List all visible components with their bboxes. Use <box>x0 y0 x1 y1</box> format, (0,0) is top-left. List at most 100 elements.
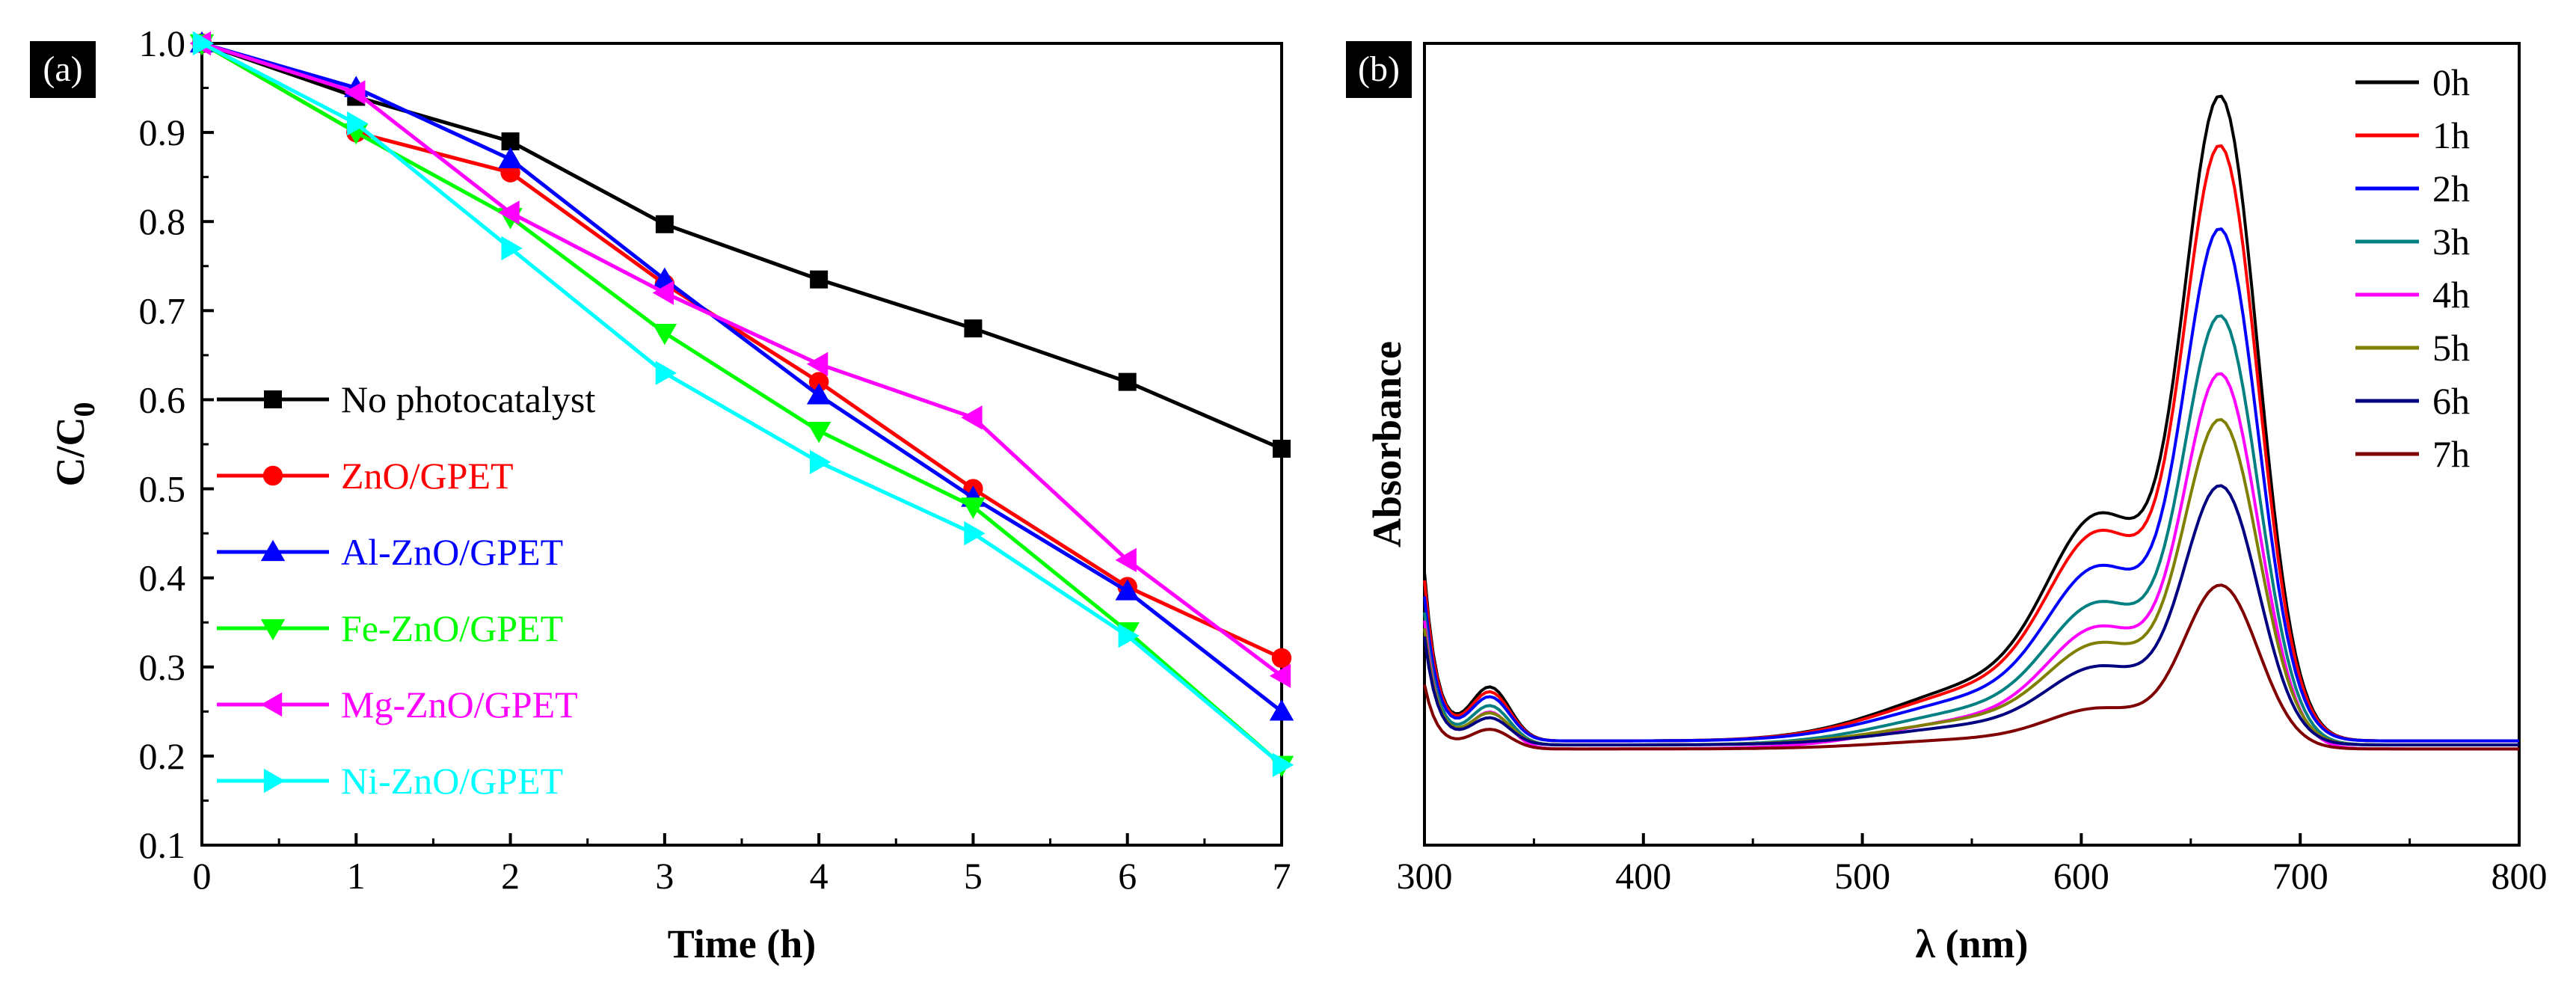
y-axis-title-subscript: 0 <box>67 402 101 417</box>
legend-label: ZnO/GPET <box>341 455 514 497</box>
legend-entry: 1h <box>2355 114 2470 156</box>
panel-b-plot-frame <box>1423 42 2521 847</box>
x-tick-label: 800 <box>2492 855 2548 897</box>
data-point <box>652 280 674 305</box>
legend-entry: 2h <box>2355 168 2470 209</box>
legend-label: 6h <box>2432 380 2470 422</box>
data-point <box>964 521 986 546</box>
x-tick-label: 300 <box>1397 855 1453 897</box>
panel-b-x-axis-title: λ (nm) <box>1915 921 2028 966</box>
series-no-photocatalyst <box>193 34 1291 458</box>
y-tick-label: 0.2 <box>139 735 186 777</box>
legend-label: Al-ZnO/GPET <box>341 531 563 573</box>
legend-label: 4h <box>2432 274 2470 316</box>
legend-entry: Fe-ZnO/GPET <box>217 607 563 649</box>
x-tick-label: 3 <box>655 855 674 897</box>
legend-entry: 3h <box>2355 221 2470 263</box>
panel-b-series <box>1423 94 2519 751</box>
data-point <box>498 147 523 168</box>
x-tick-label: 500 <box>1834 855 1890 897</box>
spectrum-1h <box>1423 144 2519 743</box>
spectrum-7h <box>1423 583 2519 751</box>
y-tick-label: 0.5 <box>139 468 186 510</box>
legend-entry: 5h <box>2355 327 2470 369</box>
x-tick-label: 2 <box>501 855 520 897</box>
legend-label: 0h <box>2432 61 2470 103</box>
legend-label: 2h <box>2432 168 2470 209</box>
y-tick-label: 0.3 <box>139 646 186 688</box>
legend-label: 7h <box>2432 433 2470 475</box>
data-point <box>806 383 831 405</box>
data-point <box>192 31 215 56</box>
data-point <box>652 323 677 346</box>
series-line <box>201 41 1283 714</box>
data-point <box>1272 752 1294 777</box>
data-point <box>806 352 829 376</box>
legend-label: 3h <box>2432 221 2470 263</box>
legend-label: No photocatalyst <box>341 378 595 420</box>
legend-entry: 0h <box>2355 61 2470 103</box>
legend-entry: Al-ZnO/GPET <box>217 531 563 573</box>
legend-marker <box>263 768 286 794</box>
panel-a-x-axis-title: Time (h) <box>668 921 817 966</box>
x-tick-label: 700 <box>2272 855 2328 897</box>
legend-marker <box>264 390 282 408</box>
panel-a-tag: (a) <box>43 49 82 89</box>
spectrum-3h <box>1423 314 2519 746</box>
legend-marker <box>260 619 286 641</box>
data-point <box>1118 623 1140 648</box>
data-point <box>1271 648 1292 669</box>
data-point <box>810 270 829 289</box>
data-point <box>655 360 677 385</box>
spectrum-2h <box>1423 227 2519 743</box>
data-point <box>1269 663 1291 688</box>
y-tick-label: 0.7 <box>139 289 186 331</box>
data-point <box>655 215 674 233</box>
data-point <box>961 497 986 519</box>
panel-a-legend: No photocatalyst ZnO/GPET Al-ZnO/GPET Fe-Zn… <box>217 378 595 802</box>
panel-a-y-ticks: 0.1 0.2 0.3 0.4 0.5 0.6 0.7 0.8 0.9 1.0 <box>139 22 214 866</box>
panel-b-tag-box <box>1346 41 1412 98</box>
x-tick-label: 6 <box>1118 855 1137 897</box>
data-point <box>1115 579 1140 601</box>
legend-entry: 6h <box>2355 380 2470 422</box>
data-point <box>964 319 983 338</box>
panel-a-tag-box <box>30 41 96 98</box>
legend-label: Fe-ZnO/GPET <box>341 607 563 649</box>
legend-marker <box>260 692 283 717</box>
data-point <box>1118 372 1137 391</box>
legend-label: 5h <box>2432 327 2470 369</box>
data-point <box>961 405 983 430</box>
y-tick-label: 0.4 <box>139 557 186 599</box>
legend-label: 1h <box>2432 114 2470 156</box>
panel-a-y-axis-title: C/C0 <box>48 402 101 487</box>
series-ni-zno-gpet <box>192 31 1294 777</box>
data-point <box>347 111 369 136</box>
legend-entry: ZnO/GPET <box>217 455 514 497</box>
series-line <box>200 41 1283 767</box>
legend-marker <box>260 539 286 562</box>
series-line <box>200 41 1283 660</box>
spectrum-5h <box>1423 418 2519 746</box>
data-point <box>808 372 829 392</box>
y-tick-label: 1.0 <box>139 22 186 64</box>
series-line <box>201 41 1283 678</box>
legend-entry: 7h <box>2355 433 2470 475</box>
series-line <box>201 41 1282 451</box>
data-point <box>1269 699 1294 721</box>
data-point <box>1273 439 1291 458</box>
data-point <box>1115 547 1137 573</box>
y-axis-title-main: C/C <box>48 417 93 487</box>
legend-marker <box>262 465 283 486</box>
panel-a-x-ticks: 0 1 2 3 4 5 6 7 <box>193 833 1291 897</box>
data-point <box>498 200 520 225</box>
x-tick-label: 7 <box>1273 855 1291 897</box>
panel-b-tag: (b) <box>1358 49 1400 89</box>
panel-b-x-ticks: 300 400 500 600 700 800 <box>1397 833 2548 897</box>
y-tick-label: 0.9 <box>139 111 186 153</box>
legend-entry: Mg-ZnO/GPET <box>217 684 578 725</box>
legend-entry: Ni-ZnO/GPET <box>217 760 563 802</box>
